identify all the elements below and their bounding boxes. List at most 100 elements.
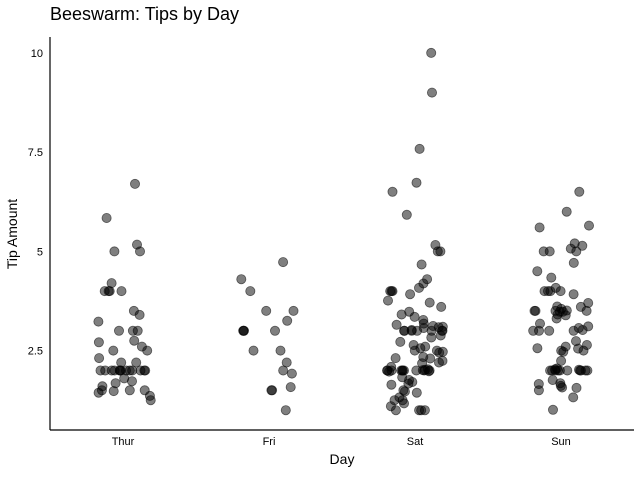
data-point: [546, 272, 557, 283]
data-point: [532, 266, 543, 277]
data-point: [425, 353, 436, 364]
data-point: [560, 310, 571, 321]
data-point: [269, 325, 280, 336]
data-point: [544, 325, 555, 336]
data-point: [127, 325, 138, 336]
data-point: [424, 297, 435, 308]
y-axis-label: Tip Amount: [4, 199, 20, 269]
y-tick-label: 10: [31, 48, 43, 60]
data-point: [398, 398, 409, 409]
data-point: [571, 382, 582, 393]
data-point: [568, 257, 579, 268]
data-point: [285, 382, 296, 393]
data-point: [282, 315, 293, 326]
data-point: [131, 357, 142, 368]
data-point: [94, 353, 105, 364]
y-ticks: 2.5 5 7.5 10: [28, 48, 43, 358]
data-point: [134, 246, 145, 257]
data-point: [411, 177, 422, 188]
data-point: [533, 385, 544, 396]
data-point: [409, 311, 420, 322]
data-point: [543, 286, 554, 297]
x-tick-label: Sat: [407, 436, 424, 448]
data-point: [401, 209, 412, 220]
data-point: [578, 345, 589, 356]
data-point: [534, 222, 545, 233]
data-point: [414, 143, 425, 154]
data-point: [555, 286, 566, 297]
data-point: [409, 345, 420, 356]
data-point: [419, 405, 430, 416]
data-point: [411, 365, 422, 376]
data-point: [387, 286, 398, 297]
y-tick-label: 2.5: [28, 346, 43, 358]
data-point: [405, 289, 416, 300]
data-point: [145, 395, 156, 406]
data-point: [386, 379, 397, 390]
data-point: [238, 325, 249, 336]
data-point: [574, 186, 585, 197]
data-point: [426, 332, 437, 343]
data-point: [390, 405, 401, 416]
data-point: [561, 206, 572, 217]
data-point: [568, 325, 579, 336]
data-point: [129, 335, 140, 346]
data-point: [558, 346, 569, 357]
data-point: [396, 309, 407, 320]
x-tick-label: Thur: [112, 436, 135, 448]
data-point: [288, 305, 299, 316]
data-point: [93, 337, 104, 348]
data-point: [433, 357, 444, 368]
data-point: [275, 345, 286, 356]
data-point: [426, 87, 437, 98]
data-point: [436, 301, 447, 312]
data-point: [434, 347, 445, 358]
data-point: [532, 343, 543, 354]
y-tick-label: 5: [37, 246, 43, 258]
data-point: [528, 325, 539, 336]
data-point: [568, 392, 579, 403]
data-point: [411, 387, 422, 398]
data-point: [248, 345, 259, 356]
data-point: [101, 212, 112, 223]
data-point: [382, 295, 393, 306]
data-point: [423, 366, 434, 377]
data-point: [140, 365, 151, 376]
data-point: [124, 365, 135, 376]
data-point: [261, 305, 272, 316]
data-point: [104, 286, 115, 297]
data-point: [114, 325, 125, 336]
data-point: [116, 286, 127, 297]
data-point: [93, 387, 104, 398]
data-point: [286, 368, 297, 379]
y-tick-label: 7.5: [28, 147, 43, 159]
data-point: [134, 309, 145, 320]
data-point: [416, 259, 427, 270]
data-point: [278, 257, 289, 268]
data-point: [278, 365, 289, 376]
data-point: [387, 186, 398, 197]
data-point: [129, 178, 140, 189]
data-point: [435, 330, 446, 341]
axes: [49, 37, 634, 431]
data-point: [571, 246, 582, 257]
x-tick-label: Sun: [551, 436, 571, 448]
data-point: [435, 246, 446, 257]
data-point: [584, 220, 595, 231]
x-axis-label: Day: [330, 451, 355, 467]
data-point: [95, 365, 106, 376]
x-ticks: Thur Fri Sat Sun: [112, 436, 571, 448]
data-point: [568, 289, 579, 300]
data-point: [551, 313, 562, 324]
data-point: [236, 274, 247, 285]
chart-title: Beeswarm: Tips by Day: [50, 4, 239, 24]
data-point: [93, 316, 104, 327]
data-point: [108, 386, 119, 397]
data-point: [266, 385, 277, 396]
data-point: [413, 282, 424, 293]
data-point: [390, 353, 401, 364]
data-point: [529, 305, 540, 316]
data-point: [556, 355, 567, 366]
data-point: [124, 385, 135, 396]
data-point: [391, 319, 402, 330]
